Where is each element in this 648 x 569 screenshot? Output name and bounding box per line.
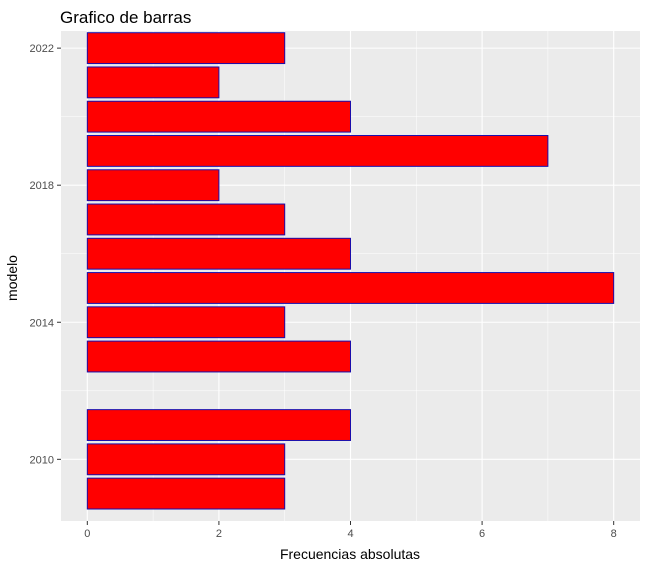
bar: [86, 306, 286, 339]
x-tick-label: 0: [84, 528, 90, 540]
bar: [86, 32, 286, 65]
bar: [86, 135, 549, 167]
bar: [86, 272, 615, 304]
y-tick-label: 2022: [30, 43, 54, 55]
bar: [86, 203, 286, 236]
x-tick-label: 6: [479, 528, 485, 540]
bar: [86, 443, 286, 476]
bar: [86, 169, 220, 202]
x-tick-label: 8: [611, 528, 617, 540]
bars: [86, 32, 615, 510]
bar: [86, 340, 352, 373]
bar: [86, 237, 352, 270]
y-tick-label: 2014: [30, 317, 54, 329]
x-tick-label: 4: [347, 528, 353, 540]
bar: [86, 100, 352, 133]
x-axis-title: Frecuencias absolutas: [280, 546, 420, 562]
y-axis-ticks: 2010 2014 2018 2022: [30, 43, 61, 466]
chart-title: Grafico de barras: [60, 8, 191, 27]
y-tick-label: 2010: [30, 454, 54, 466]
x-axis-ticks: 0 2 4 6 8: [84, 521, 617, 540]
x-tick-label: 2: [216, 528, 222, 540]
bar: [86, 477, 286, 510]
bar: [86, 66, 220, 99]
bar: [86, 409, 352, 441]
y-axis-title: modelo: [4, 255, 20, 301]
y-tick-label: 2018: [30, 180, 54, 192]
